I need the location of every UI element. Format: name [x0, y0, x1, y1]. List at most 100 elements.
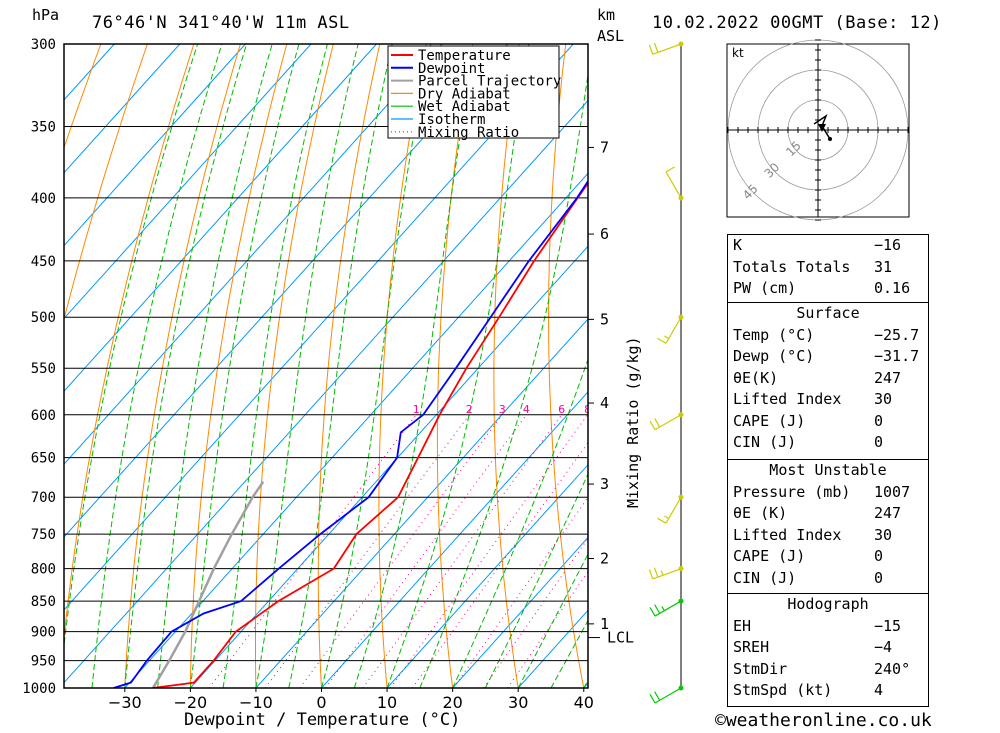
row-value: 0	[874, 568, 884, 587]
wind-barb-flag	[657, 337, 667, 344]
wind-barb-flag	[657, 517, 667, 524]
mixing-ratio-label: 4	[523, 403, 530, 416]
pressure-tick-label: 700	[31, 490, 56, 506]
row-key: EH	[733, 616, 752, 635]
lcl-label: LCL	[607, 629, 634, 647]
wind-barb-flag	[649, 420, 656, 431]
row-key: SREH	[733, 638, 770, 656]
wind-barb-half	[664, 515, 670, 520]
row-key: Temp (°C)	[733, 325, 815, 344]
row-value: 247	[874, 368, 902, 387]
wet-adiabat-line	[157, 44, 273, 688]
dry-adiabat-line	[64, 44, 148, 322]
most-unstable-table: Most Unstable Pressure (mb) 1007 θE (K) 247…	[727, 459, 929, 594]
row-value: 0.16	[874, 279, 911, 297]
mixing-ratio-label: 1	[413, 403, 420, 416]
most-unstable-title: Most Unstable	[769, 461, 887, 479]
mixing-ratio-label: 3	[499, 403, 506, 416]
isotherm-line	[452, 536, 588, 688]
legend-label: Mixing Ratio	[418, 125, 519, 141]
wind-barb-flag	[665, 166, 675, 173]
table-row: StmSpd (kt) 4	[728, 680, 928, 702]
dewpoint-line	[113, 179, 588, 688]
table-row: θE(K) 247	[728, 368, 928, 390]
hodograph-trace	[813, 114, 831, 140]
row-key: PW (cm)	[733, 279, 797, 297]
copyright[interactable]: ©weatheronline.co.uk	[715, 710, 932, 731]
row-key: Lifted Index	[733, 525, 842, 544]
row-value: 240°	[874, 659, 911, 678]
mixing-ratio-line	[389, 414, 588, 688]
surface-title: Surface	[796, 304, 860, 322]
table-row: CAPE (J) 0	[728, 546, 928, 568]
table-row: Dewp (°C) −31.7	[728, 346, 928, 368]
legend-label: Isotherm	[418, 112, 485, 128]
wind-barb-shaft	[665, 316, 682, 344]
indices-table: K −16 Totals Totals 31 PW (cm) 0.16	[727, 234, 929, 303]
wet-adiabat-line	[484, 472, 588, 688]
row-key: CIN (J)	[733, 433, 797, 451]
x-tick-label: 30	[508, 693, 528, 712]
dry-adiabat-line	[64, 44, 195, 643]
x-tick-label: −20	[173, 693, 207, 712]
legend-label: Dry Adiabat	[418, 86, 511, 102]
row-key: θE (K)	[733, 504, 788, 522]
wind-barb-half	[661, 606, 665, 611]
table-row: PW (cm) 0.16	[728, 278, 928, 300]
legend-label: Dewpoint	[418, 61, 485, 77]
pressure-tick-label: 350	[31, 119, 56, 135]
wind-barb-shaft	[654, 414, 682, 431]
wind-barbs	[648, 41, 684, 704]
mixing-ratio-line	[411, 441, 588, 688]
legend-label: Temperature	[418, 48, 511, 64]
pressure-tick-label: 600	[31, 408, 56, 424]
dry-adiabat-line	[938, 44, 1000, 688]
x-axis-title: Dewpoint / Temperature (°C)	[184, 710, 461, 730]
row-value: 31	[874, 257, 893, 276]
wind-barb-half	[660, 570, 664, 576]
row-value: 0	[874, 433, 884, 451]
km-tick-label: 3	[600, 475, 609, 493]
mixing-ratio-line	[325, 414, 527, 688]
km-tick-label: 5	[600, 310, 609, 328]
wind-barb-flag	[654, 691, 661, 701]
mixing-ratio-label: 6	[558, 403, 565, 416]
wind-barb-flag	[653, 567, 659, 578]
wet-adiabat-line	[452, 357, 588, 688]
table-row: Pressure (mb) 1007	[728, 482, 928, 504]
hodograph-title: Hodograph	[787, 595, 869, 613]
mixing-ratio-label: 8	[584, 403, 591, 416]
mixing-ratio-axis-label: Mixing Ratio (g/kg)	[624, 336, 642, 508]
row-value: −25.7	[874, 325, 920, 344]
row-key: CAPE (J)	[733, 411, 806, 430]
row-key: Lifted Index	[733, 390, 842, 408]
row-value: 30	[874, 390, 893, 408]
pressure-tick-label: 300	[31, 37, 56, 53]
dry-adiabat-line	[984, 44, 1000, 688]
pressure-tick-label: 1000	[22, 681, 56, 697]
wind-barb-shaft	[665, 171, 682, 199]
parcel-trajectory-line	[151, 480, 265, 688]
wind-barb-shaft	[665, 496, 682, 524]
dry-adiabat-line	[653, 44, 715, 688]
row-key: CIN (J)	[733, 568, 797, 587]
isotherm-line	[64, 44, 246, 247]
row-value: −16	[874, 236, 902, 254]
dry-adiabat-line	[124, 44, 241, 688]
row-value: 30	[874, 525, 893, 544]
wind-barb-flag	[654, 604, 661, 614]
asl-label: ASL	[597, 27, 625, 45]
hodograph-unit: kt	[732, 46, 744, 60]
isotherm-line	[64, 44, 377, 393]
row-value: −15	[874, 616, 902, 635]
mixing-ratio-line	[362, 414, 563, 688]
table-row: CIN (J) 0	[728, 568, 928, 590]
mixing-ratio-label: 15	[640, 403, 654, 416]
table-row: K −16	[728, 235, 928, 257]
pressure-tick-label: 750	[31, 527, 56, 543]
temperature-line	[152, 181, 588, 688]
table-row: Lifted Index 30	[728, 525, 928, 547]
table-row: CAPE (J) 0	[728, 411, 928, 433]
km-tick-label: 1	[600, 615, 609, 633]
